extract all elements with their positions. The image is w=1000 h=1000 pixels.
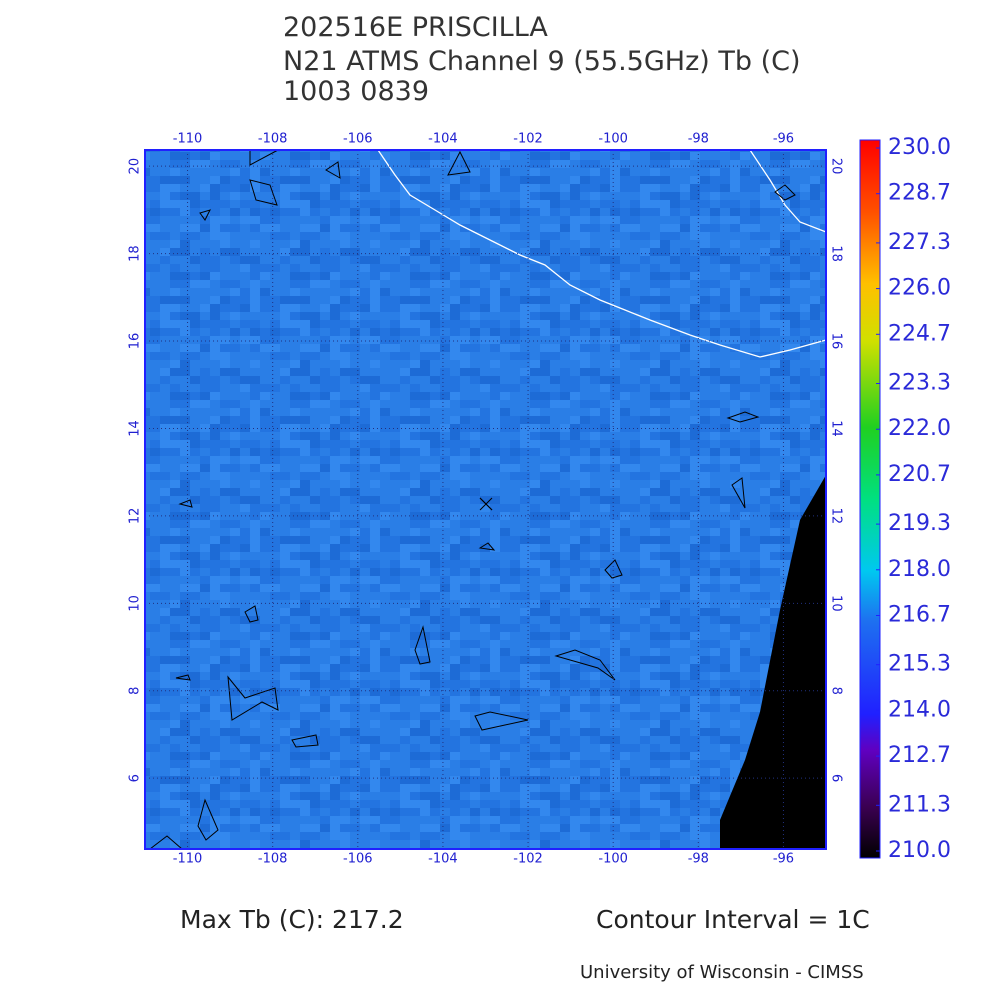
lat-label: 20 xyxy=(128,158,143,175)
lat-label: 6 xyxy=(829,774,844,782)
lat-label: 6 xyxy=(128,774,143,782)
contour xyxy=(474,711,529,731)
lat-label: 12 xyxy=(128,508,143,525)
colorbar-label: 224.7 xyxy=(888,321,951,346)
lon-label: -104 xyxy=(428,852,458,867)
contour xyxy=(604,559,623,579)
colorbar-label: 218.0 xyxy=(888,557,951,582)
contour xyxy=(478,542,496,551)
contour xyxy=(199,209,211,221)
contour xyxy=(554,649,616,681)
colorbar-label: 212.7 xyxy=(888,743,951,768)
colorbar-label: 228.7 xyxy=(888,181,951,206)
lat-label: 8 xyxy=(128,687,143,695)
colorbar-label: 222.0 xyxy=(888,416,951,441)
brightness-field xyxy=(145,150,826,849)
title-line: 1003 0839 xyxy=(283,76,429,107)
contour xyxy=(227,675,279,721)
lon-label: -102 xyxy=(513,132,543,147)
colorbar-label: 214.0 xyxy=(888,697,951,722)
colorbar-label: 219.3 xyxy=(888,511,951,536)
lat-label: 18 xyxy=(128,245,143,262)
lat-label: 20 xyxy=(829,158,844,175)
contour xyxy=(249,179,278,206)
lat-label: 10 xyxy=(128,595,143,612)
lon-label: -106 xyxy=(343,132,373,147)
lat-label: 18 xyxy=(829,245,844,262)
lat-label: 16 xyxy=(128,333,143,350)
title-line: N21 ATMS Channel 9 (55.5GHz) Tb (C) xyxy=(283,46,801,77)
lon-label: -106 xyxy=(343,852,373,867)
contour xyxy=(447,150,471,176)
lon-label: -104 xyxy=(428,132,458,147)
lon-label: -98 xyxy=(688,852,709,867)
map-frame xyxy=(144,149,827,850)
lon-label: -100 xyxy=(598,852,628,867)
colorbar-label: 220.7 xyxy=(888,462,951,487)
lat-label: 10 xyxy=(829,595,844,612)
credit: University of Wisconsin - CIMSS xyxy=(580,962,864,983)
contour xyxy=(175,674,191,681)
colorbar-label: 223.3 xyxy=(888,371,951,396)
contours xyxy=(148,149,796,850)
lat-label: 14 xyxy=(829,420,844,437)
max-tb: Max Tb (C): 217.2 xyxy=(180,905,404,934)
lat-label: 16 xyxy=(829,333,844,350)
contour xyxy=(414,625,431,665)
colorbar-label: 226.0 xyxy=(888,276,951,301)
coastline xyxy=(749,149,827,233)
colorbar-label: 230.0 xyxy=(888,135,951,160)
contour xyxy=(479,497,493,511)
colorbar-label: 216.7 xyxy=(888,602,951,627)
contour xyxy=(197,798,219,841)
lat-label: 14 xyxy=(128,420,143,437)
lon-label: -108 xyxy=(258,132,288,147)
colorbar-label: 215.3 xyxy=(888,652,951,677)
colorbar-label: 210.0 xyxy=(888,838,951,863)
lon-label: -96 xyxy=(773,852,794,867)
missing-data xyxy=(720,475,826,849)
lon-label: -108 xyxy=(258,852,288,867)
map: -110 -110 -108 -108 -106 -106 -104 -104 -102 -102… xyxy=(128,132,844,867)
lon-label: -96 xyxy=(773,132,794,147)
lon-label: -110 xyxy=(173,852,203,867)
coastline xyxy=(377,149,827,358)
title-line: 202516E PRISCILLA xyxy=(283,12,548,43)
colorbar xyxy=(859,139,881,859)
colorbar-label: 227.3 xyxy=(888,230,951,255)
contour xyxy=(726,411,760,423)
lon-label: -100 xyxy=(598,132,628,147)
contour xyxy=(244,605,259,623)
contour xyxy=(325,161,341,179)
contour xyxy=(731,477,746,509)
lon-label: -102 xyxy=(513,852,543,867)
contour xyxy=(774,184,796,201)
lon-label: -110 xyxy=(173,132,203,147)
contour-interval: Contour Interval = 1C xyxy=(596,905,870,934)
lat-label: 12 xyxy=(829,508,844,525)
lat-label: 8 xyxy=(829,687,844,695)
contour xyxy=(178,499,193,508)
contour xyxy=(291,734,319,748)
colorbar-label: 211.3 xyxy=(888,792,951,817)
lon-label: -98 xyxy=(688,132,709,147)
